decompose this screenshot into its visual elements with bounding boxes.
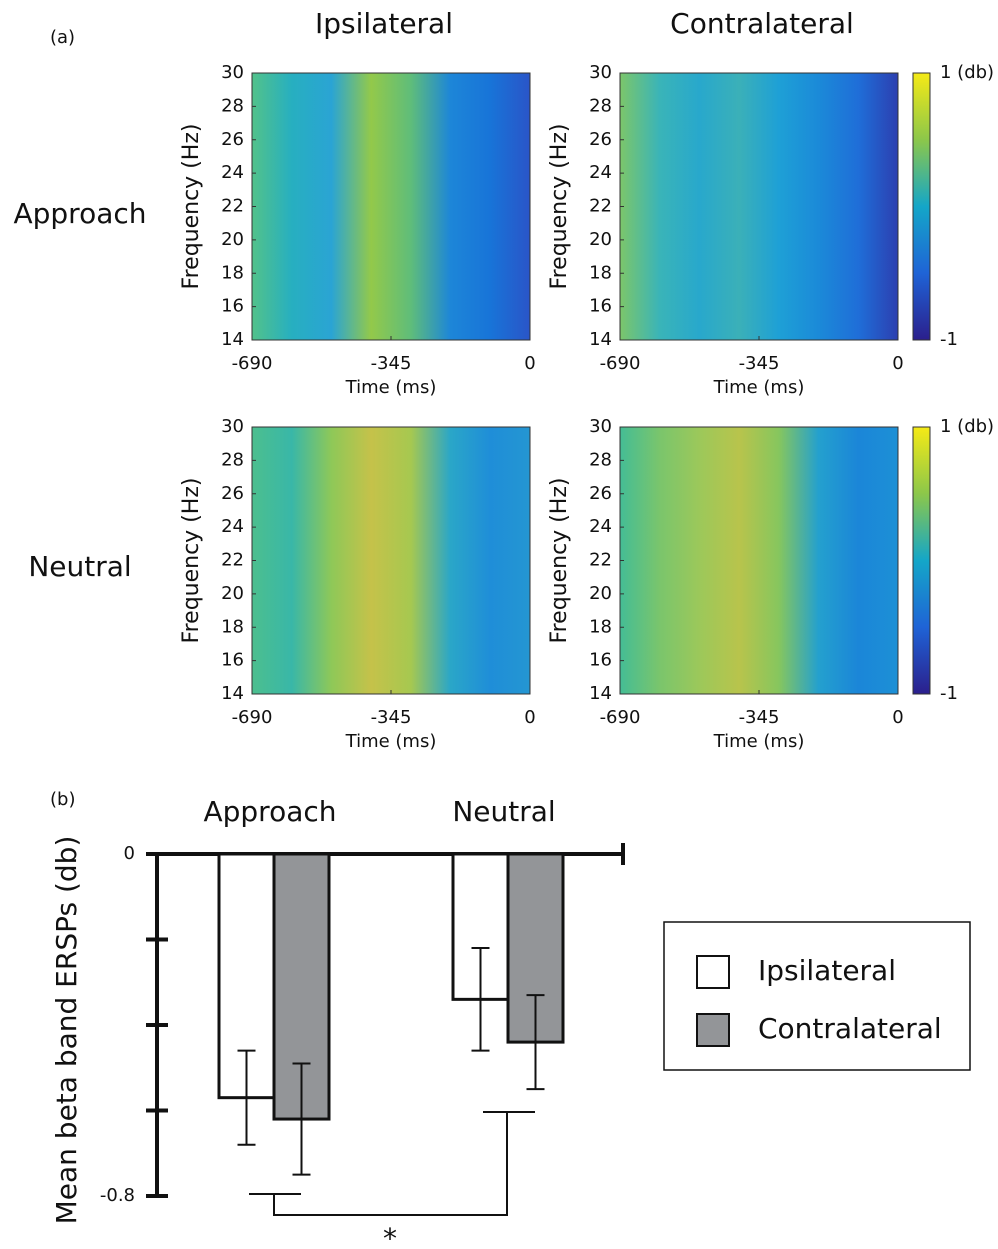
- legend-label: Contralateral: [758, 1012, 942, 1045]
- y-tick-label: 24: [589, 162, 612, 183]
- y-tick-label: 22: [589, 196, 612, 217]
- colorbar: [912, 426, 931, 695]
- y-tick-label: 14: [221, 329, 244, 350]
- y-tick-label: 0: [124, 843, 135, 864]
- x-tick-label: 0: [892, 353, 903, 374]
- y-tick-label: 20: [589, 229, 612, 250]
- y-axis-label: Frequency (Hz): [179, 124, 204, 290]
- category-label: Approach: [203, 795, 336, 828]
- y-axis-label: Frequency (Hz): [179, 478, 204, 644]
- x-tick-label: -690: [232, 353, 273, 374]
- x-tick-label: -345: [371, 353, 412, 374]
- y-tick-label: 28: [589, 95, 612, 116]
- x-tick-label: -345: [739, 707, 780, 728]
- x-axis-label: Time (ms): [713, 377, 805, 398]
- panel-label: (b): [50, 789, 75, 810]
- y-tick-label: 26: [589, 483, 612, 504]
- y-tick-label: 30: [589, 62, 612, 83]
- y-tick-label: 24: [221, 162, 244, 183]
- y-tick-label: 18: [589, 262, 612, 283]
- y-tick-label: 16: [589, 296, 612, 317]
- y-tick-label: 16: [589, 650, 612, 671]
- y-tick-label: 18: [221, 616, 244, 637]
- error-bar: [526, 994, 545, 1091]
- y-tick-label: 18: [221, 262, 244, 283]
- y-tick-label: 28: [589, 449, 612, 470]
- y-tick-label: -0.8: [100, 1185, 135, 1206]
- y-tick-label: 16: [221, 296, 244, 317]
- legend-swatch: [696, 955, 730, 989]
- y-tick-label: 22: [589, 550, 612, 571]
- y-tick-label: 24: [589, 516, 612, 537]
- x-tick-label: 0: [892, 707, 903, 728]
- colorbar-label: -1: [940, 683, 958, 704]
- x-axis-label: Time (ms): [345, 377, 437, 398]
- y-tick-label: 14: [589, 683, 612, 704]
- colorbar-label: -1: [940, 329, 958, 350]
- y-tick-label: 24: [221, 516, 244, 537]
- column-title: Ipsilateral: [315, 7, 453, 40]
- colorbar-label: 1 (db): [940, 62, 994, 83]
- x-axis-label: Time (ms): [345, 731, 437, 752]
- row-title: Neutral: [28, 550, 131, 583]
- heatmap: [252, 73, 530, 340]
- error-bar: [292, 1062, 311, 1176]
- colorbar: [912, 72, 931, 341]
- y-axis-label: Frequency (Hz): [547, 124, 572, 290]
- column-title: Contralateral: [670, 7, 854, 40]
- y-tick-label: 26: [221, 129, 244, 150]
- y-tick-label: 26: [221, 483, 244, 504]
- y-tick-label: 20: [221, 583, 244, 604]
- x-tick-label: -345: [371, 707, 412, 728]
- y-tick-label: 28: [221, 449, 244, 470]
- y-tick-label: 20: [221, 229, 244, 250]
- error-bar: [471, 947, 490, 1052]
- panel-label: (a): [50, 27, 75, 48]
- colorbar-label: 1 (db): [940, 416, 994, 437]
- y-tick-label: 26: [589, 129, 612, 150]
- legend-box: [663, 921, 971, 1071]
- y-tick-label: 16: [221, 650, 244, 671]
- x-tick-label: -690: [232, 707, 273, 728]
- heatmap: [620, 427, 898, 694]
- annotation: *: [383, 1222, 397, 1245]
- x-tick-label: -345: [739, 353, 780, 374]
- row-title: Approach: [13, 197, 146, 230]
- y-tick-label: 28: [221, 95, 244, 116]
- y-tick-label: 22: [221, 550, 244, 571]
- x-tick-label: 0: [524, 353, 535, 374]
- x-tick-label: 0: [524, 707, 535, 728]
- x-axis-label: Time (ms): [713, 731, 805, 752]
- y-tick-label: 30: [221, 416, 244, 437]
- x-tick-label: -690: [600, 353, 641, 374]
- y-tick-label: 18: [589, 616, 612, 637]
- y-tick-label: 14: [221, 683, 244, 704]
- heatmap: [252, 427, 530, 694]
- y-tick-label: 14: [589, 329, 612, 350]
- y-tick-label: 30: [589, 416, 612, 437]
- error-bar: [237, 1049, 256, 1146]
- legend-swatch: [696, 1013, 730, 1047]
- y-axis-label: Mean beta band ERSPs (db): [50, 836, 83, 1225]
- category-label: Neutral: [452, 795, 555, 828]
- significance-bracket: [249, 1111, 535, 1216]
- legend-label: Ipsilateral: [758, 954, 896, 987]
- y-tick-label: 20: [589, 583, 612, 604]
- heatmap: [620, 73, 898, 340]
- y-tick-label: 22: [221, 196, 244, 217]
- x-tick-label: -690: [600, 707, 641, 728]
- y-axis-label: Frequency (Hz): [547, 478, 572, 644]
- y-tick-label: 30: [221, 62, 244, 83]
